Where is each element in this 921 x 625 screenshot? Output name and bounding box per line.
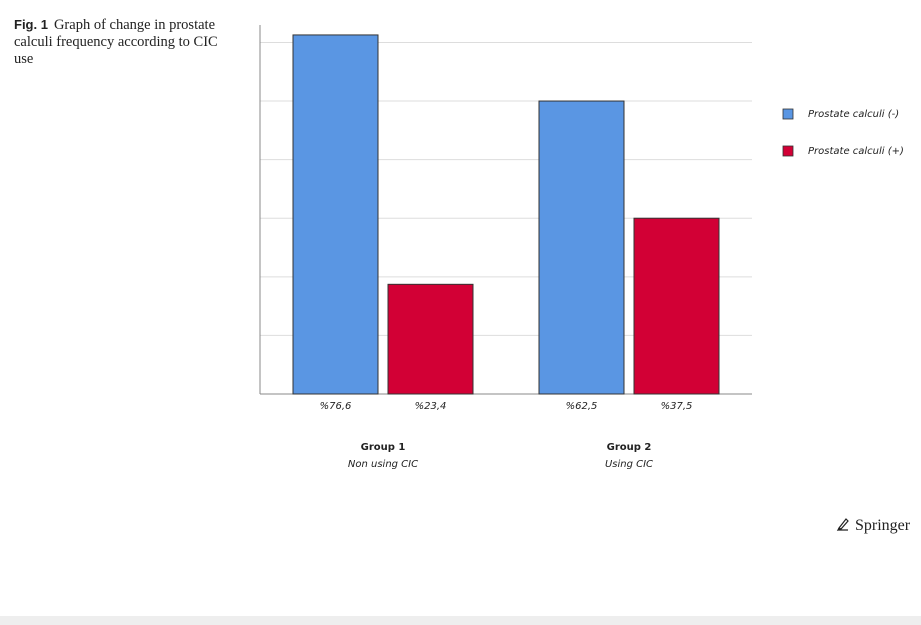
caption-text: Graph of change in prostate calculi freq… [14,17,218,67]
x-tick-sublabel: Non using CIC [348,459,418,470]
legend-label: Prostate calculi (+) [808,146,904,157]
bottom-bar [0,616,921,625]
bar [387,283,474,395]
value-label: %62,5 [566,401,598,412]
value-label: %23,4 [415,401,447,412]
bar [633,217,720,395]
legend-swatch [782,145,794,157]
publisher-logo [836,518,849,532]
x-tick-sublabel: Using CIC [605,459,653,470]
legend-swatch [782,108,794,120]
value-label: %37,5 [661,401,693,412]
x-tick-label: Group 2 [607,442,652,453]
publisher: Springer [835,516,910,535]
publisher-name: Springer [855,517,911,534]
bar [292,34,379,395]
figure-caption: Fig. 1 Graph of change in prostate calcul… [14,16,219,68]
bar [538,100,625,395]
legend-label: Prostate calculi (-) [808,109,899,120]
x-tick-label: Group 1 [361,442,406,453]
caption-label: Fig. 1 [14,17,48,32]
value-label: %76,6 [320,401,352,412]
